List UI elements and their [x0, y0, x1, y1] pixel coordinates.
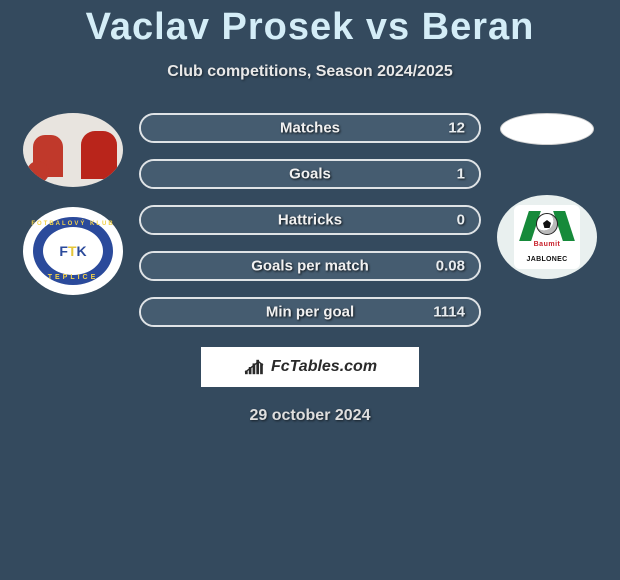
brand-chart-icon — [243, 358, 265, 376]
badge-club-label: JABLONEC — [514, 256, 580, 263]
badge-bottom-text: TEPLICE — [48, 274, 99, 281]
decorative-ball — [27, 161, 49, 183]
comparison-date: 29 october 2024 — [0, 407, 620, 425]
stat-bar-value: 12 — [448, 120, 465, 137]
stat-bar-value: 0 — [457, 212, 465, 229]
stat-bar-value: 1 — [457, 166, 465, 183]
stat-bar: Goals per match 0.08 — [139, 251, 481, 281]
stat-bar-label: Matches — [280, 120, 340, 137]
badge-center-text: FTK — [59, 243, 86, 259]
stat-bar-label: Hattricks — [278, 212, 342, 229]
badge-emblem: Baumit JABLONEC — [514, 205, 580, 269]
right-column: Baumit JABLONEC — [487, 113, 607, 279]
stat-bar-value: 1114 — [433, 304, 465, 321]
club-1-badge: FOTBALOVÝ KLUB FTK TEPLICE — [23, 207, 123, 295]
left-column: FOTBALOVÝ KLUB FTK TEPLICE — [13, 113, 133, 295]
comparison-title: Vaclav Prosek vs Beran — [0, 0, 620, 49]
stat-bar-label: Goals — [289, 166, 331, 183]
club-2-badge: Baumit JABLONEC — [497, 195, 597, 279]
stat-bars: Matches 12 Goals 1 Hattricks 0 Goals per match… — [139, 113, 481, 327]
badge-sponsor: Baumit — [514, 241, 580, 248]
stat-bar-label: Goals per match — [251, 258, 369, 275]
stat-bar: Matches 12 — [139, 113, 481, 143]
brand-text: FcTables.com — [271, 358, 377, 376]
stat-bar: Goals 1 — [139, 159, 481, 189]
soccer-ball-icon — [536, 213, 558, 235]
badge-top-text: FOTBALOVÝ KLUB — [31, 221, 114, 227]
main-row: FOTBALOVÝ KLUB FTK TEPLICE Matches 12 Goal… — [0, 113, 620, 327]
player-2-avatar — [500, 113, 594, 145]
stat-bar-label: Min per goal — [266, 304, 354, 321]
comparison-subtitle: Club competitions, Season 2024/2025 — [0, 63, 620, 81]
stat-bar-value: 0.08 — [436, 258, 465, 275]
stat-bar: Min per goal 1114 — [139, 297, 481, 327]
brand-watermark: FcTables.com — [201, 347, 419, 387]
player-1-avatar — [23, 113, 123, 187]
stat-bar: Hattricks 0 — [139, 205, 481, 235]
